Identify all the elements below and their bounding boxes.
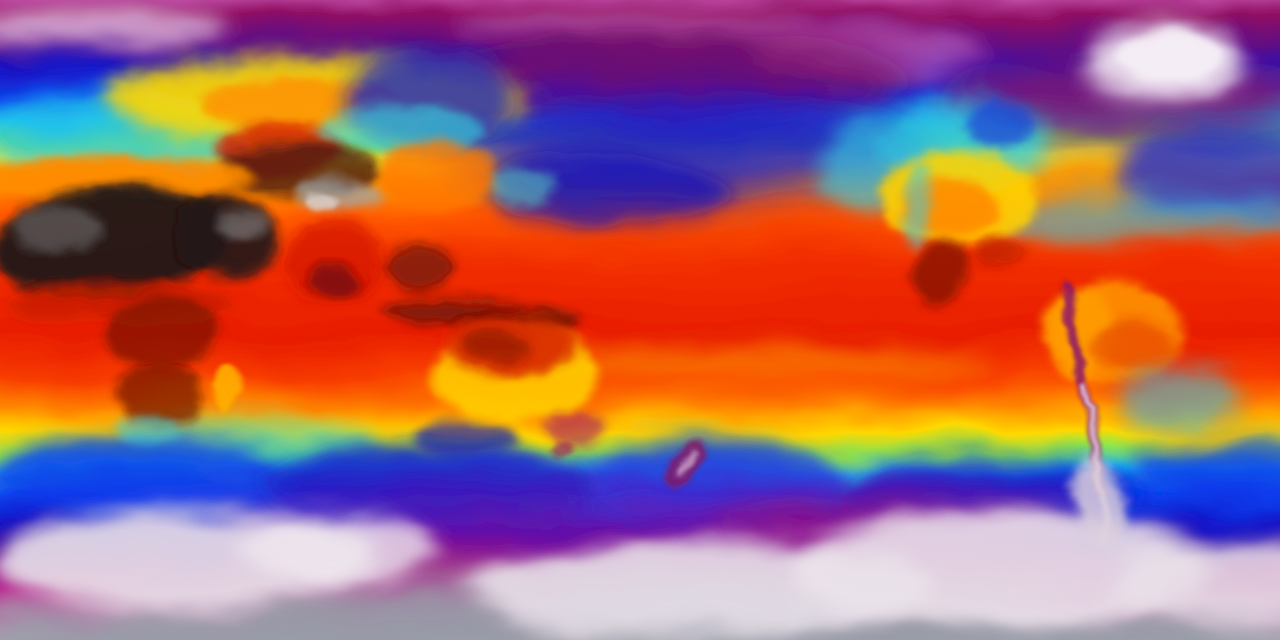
global-temperature-map-image <box>0 0 1280 640</box>
noise-texture-overlay <box>0 0 1280 640</box>
temperature-map-svg <box>0 0 1280 640</box>
